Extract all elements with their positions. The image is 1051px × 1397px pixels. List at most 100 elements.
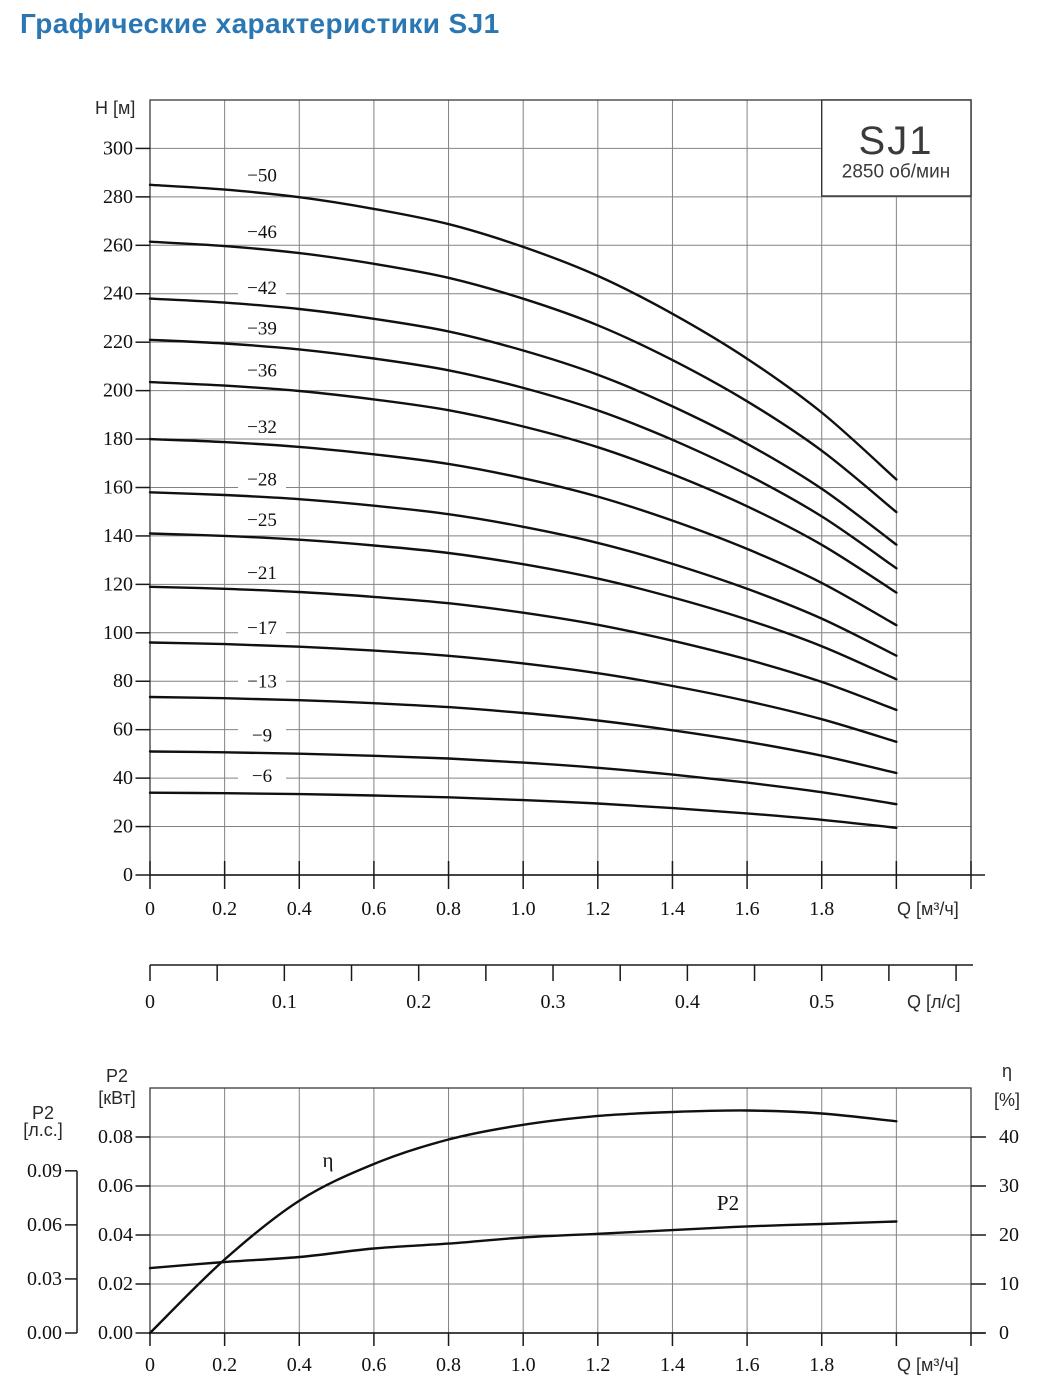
head-curve-label-50: −50 — [247, 166, 277, 187]
head-curve-label-25: −25 — [247, 510, 277, 531]
svg-text:1.6: 1.6 — [735, 898, 760, 920]
lps-secondary-axis: 0 0.1 0.2 0.3 0.4 0.5 — [145, 964, 973, 1013]
svg-text:40: 40 — [113, 767, 133, 789]
svg-text:160: 160 — [103, 476, 133, 498]
eta-axis-title-line2: [%] — [994, 1090, 1020, 1110]
head-curve-label-6: −6 — [252, 766, 272, 787]
head-curve-21 — [148, 585, 898, 712]
x-axis-title-head: Q [м³/ч] — [897, 899, 959, 919]
svg-text:0.8: 0.8 — [436, 1354, 461, 1376]
p2-power-curve — [148, 1220, 898, 1270]
p2-kw-axis-title-line2: [кВт] — [98, 1088, 136, 1108]
head-chart-curves — [148, 183, 898, 829]
svg-text:0.03: 0.03 — [27, 1268, 62, 1290]
svg-text:10: 10 — [999, 1273, 1019, 1295]
svg-text:30: 30 — [999, 1175, 1019, 1197]
power-chart-tick-labels: 0.00 0.02 0.04 0.06 0.08 0.00 0.03 0.06 0.09 0 10 2… — [27, 1126, 1019, 1376]
svg-text:40: 40 — [999, 1126, 1019, 1148]
svg-text:0.09: 0.09 — [27, 1160, 62, 1182]
svg-text:120: 120 — [103, 573, 133, 595]
svg-text:1.8: 1.8 — [809, 1354, 834, 1376]
svg-text:0.2: 0.2 — [212, 898, 237, 920]
svg-text:0.00: 0.00 — [98, 1322, 133, 1344]
p2-kw-axis-title-line1: P2 — [106, 1066, 128, 1086]
svg-text:0: 0 — [145, 898, 155, 920]
svg-text:0.8: 0.8 — [436, 898, 461, 920]
p2-hp-axis-title-line1: P2 — [32, 1103, 54, 1123]
svg-text:1.4: 1.4 — [660, 898, 685, 920]
head-curve-label-32: −32 — [247, 417, 277, 438]
svg-text:280: 280 — [103, 186, 133, 208]
svg-text:20: 20 — [999, 1224, 1019, 1246]
svg-text:0.00: 0.00 — [27, 1322, 62, 1344]
head-curve-36 — [148, 380, 898, 594]
svg-text:0.08: 0.08 — [98, 1126, 133, 1148]
svg-text:1.8: 1.8 — [809, 898, 834, 920]
head-curve-13 — [148, 695, 898, 775]
svg-text:0.5: 0.5 — [809, 991, 834, 1013]
head-curve-label-36: −36 — [247, 361, 277, 382]
svg-text:100: 100 — [103, 622, 133, 644]
head-curve-label-21: −21 — [247, 563, 277, 584]
model-box — [821, 99, 972, 197]
svg-text:1.4: 1.4 — [660, 1354, 685, 1376]
head-chart-curve-labels: −50 −46 −42 −39 −36 −32 −28 −25 −21 −17 −13 −9 −6 — [238, 164, 286, 787]
svg-text:0.4: 0.4 — [287, 898, 312, 920]
x2-axis-title-lps: Q [л/с] — [907, 992, 961, 1012]
svg-text:240: 240 — [103, 283, 133, 305]
power-chart-ticks — [65, 1136, 986, 1346]
svg-text:20: 20 — [113, 816, 133, 838]
svg-text:0.6: 0.6 — [361, 1354, 386, 1376]
model-label: SJ1 — [859, 119, 934, 163]
p2-curve-label: P2 — [717, 1191, 739, 1215]
head-curve-28 — [148, 491, 898, 657]
svg-text:0: 0 — [999, 1322, 1009, 1344]
svg-text:180: 180 — [103, 428, 133, 450]
head-chart-grid — [149, 99, 985, 876]
power-chart-grid — [149, 1087, 985, 1334]
svg-text:0.02: 0.02 — [98, 1273, 133, 1295]
svg-text:0.4: 0.4 — [675, 991, 700, 1013]
head-curve-32 — [148, 437, 898, 627]
svg-text:1.2: 1.2 — [585, 1354, 610, 1376]
head-curve-6 — [148, 791, 898, 829]
svg-text:0.2: 0.2 — [406, 991, 431, 1013]
svg-text:0: 0 — [123, 864, 133, 886]
head-chart-ticks — [135, 147, 972, 889]
head-curve-39 — [148, 338, 898, 570]
head-chart-tick-labels: 3002802602402202001801601401201008060402… — [103, 137, 834, 920]
head-curve-25 — [148, 532, 898, 681]
svg-text:1.0: 1.0 — [511, 1354, 536, 1376]
efficiency-curve-label: η — [323, 1148, 334, 1172]
svg-text:0.06: 0.06 — [27, 1214, 62, 1236]
head-curve-label-13: −13 — [247, 672, 277, 693]
svg-text:300: 300 — [103, 137, 133, 159]
head-curve-42 — [148, 297, 898, 546]
svg-text:1.0: 1.0 — [511, 898, 536, 920]
svg-text:0.3: 0.3 — [541, 991, 566, 1013]
power-chart-annotations: η P2 — [323, 1148, 740, 1215]
svg-text:220: 220 — [103, 331, 133, 353]
svg-text:0.2: 0.2 — [212, 1354, 237, 1376]
head-curve-label-42: −42 — [247, 278, 277, 299]
p2-hp-axis-title-line2: [л.с.] — [23, 1120, 63, 1140]
svg-text:260: 260 — [103, 234, 133, 256]
head-curve-label-9: −9 — [252, 725, 272, 746]
svg-text:60: 60 — [113, 719, 133, 741]
svg-text:0.06: 0.06 — [98, 1175, 133, 1197]
svg-text:200: 200 — [103, 380, 133, 402]
svg-text:80: 80 — [113, 670, 133, 692]
head-curve-50 — [148, 183, 898, 481]
x-axis-title-power: Q [м³/ч] — [897, 1355, 959, 1375]
svg-text:0.04: 0.04 — [98, 1224, 133, 1246]
y-axis-title-head: H [м] — [95, 98, 135, 118]
svg-text:0.6: 0.6 — [361, 898, 386, 920]
power-chart-curves — [148, 1109, 898, 1335]
head-curve-9 — [148, 750, 898, 806]
eta-axis-title-line1: η — [1002, 1061, 1012, 1081]
svg-text:140: 140 — [103, 525, 133, 547]
model-speed-label: 2850 об/мин — [842, 162, 950, 183]
svg-text:0: 0 — [145, 991, 155, 1013]
